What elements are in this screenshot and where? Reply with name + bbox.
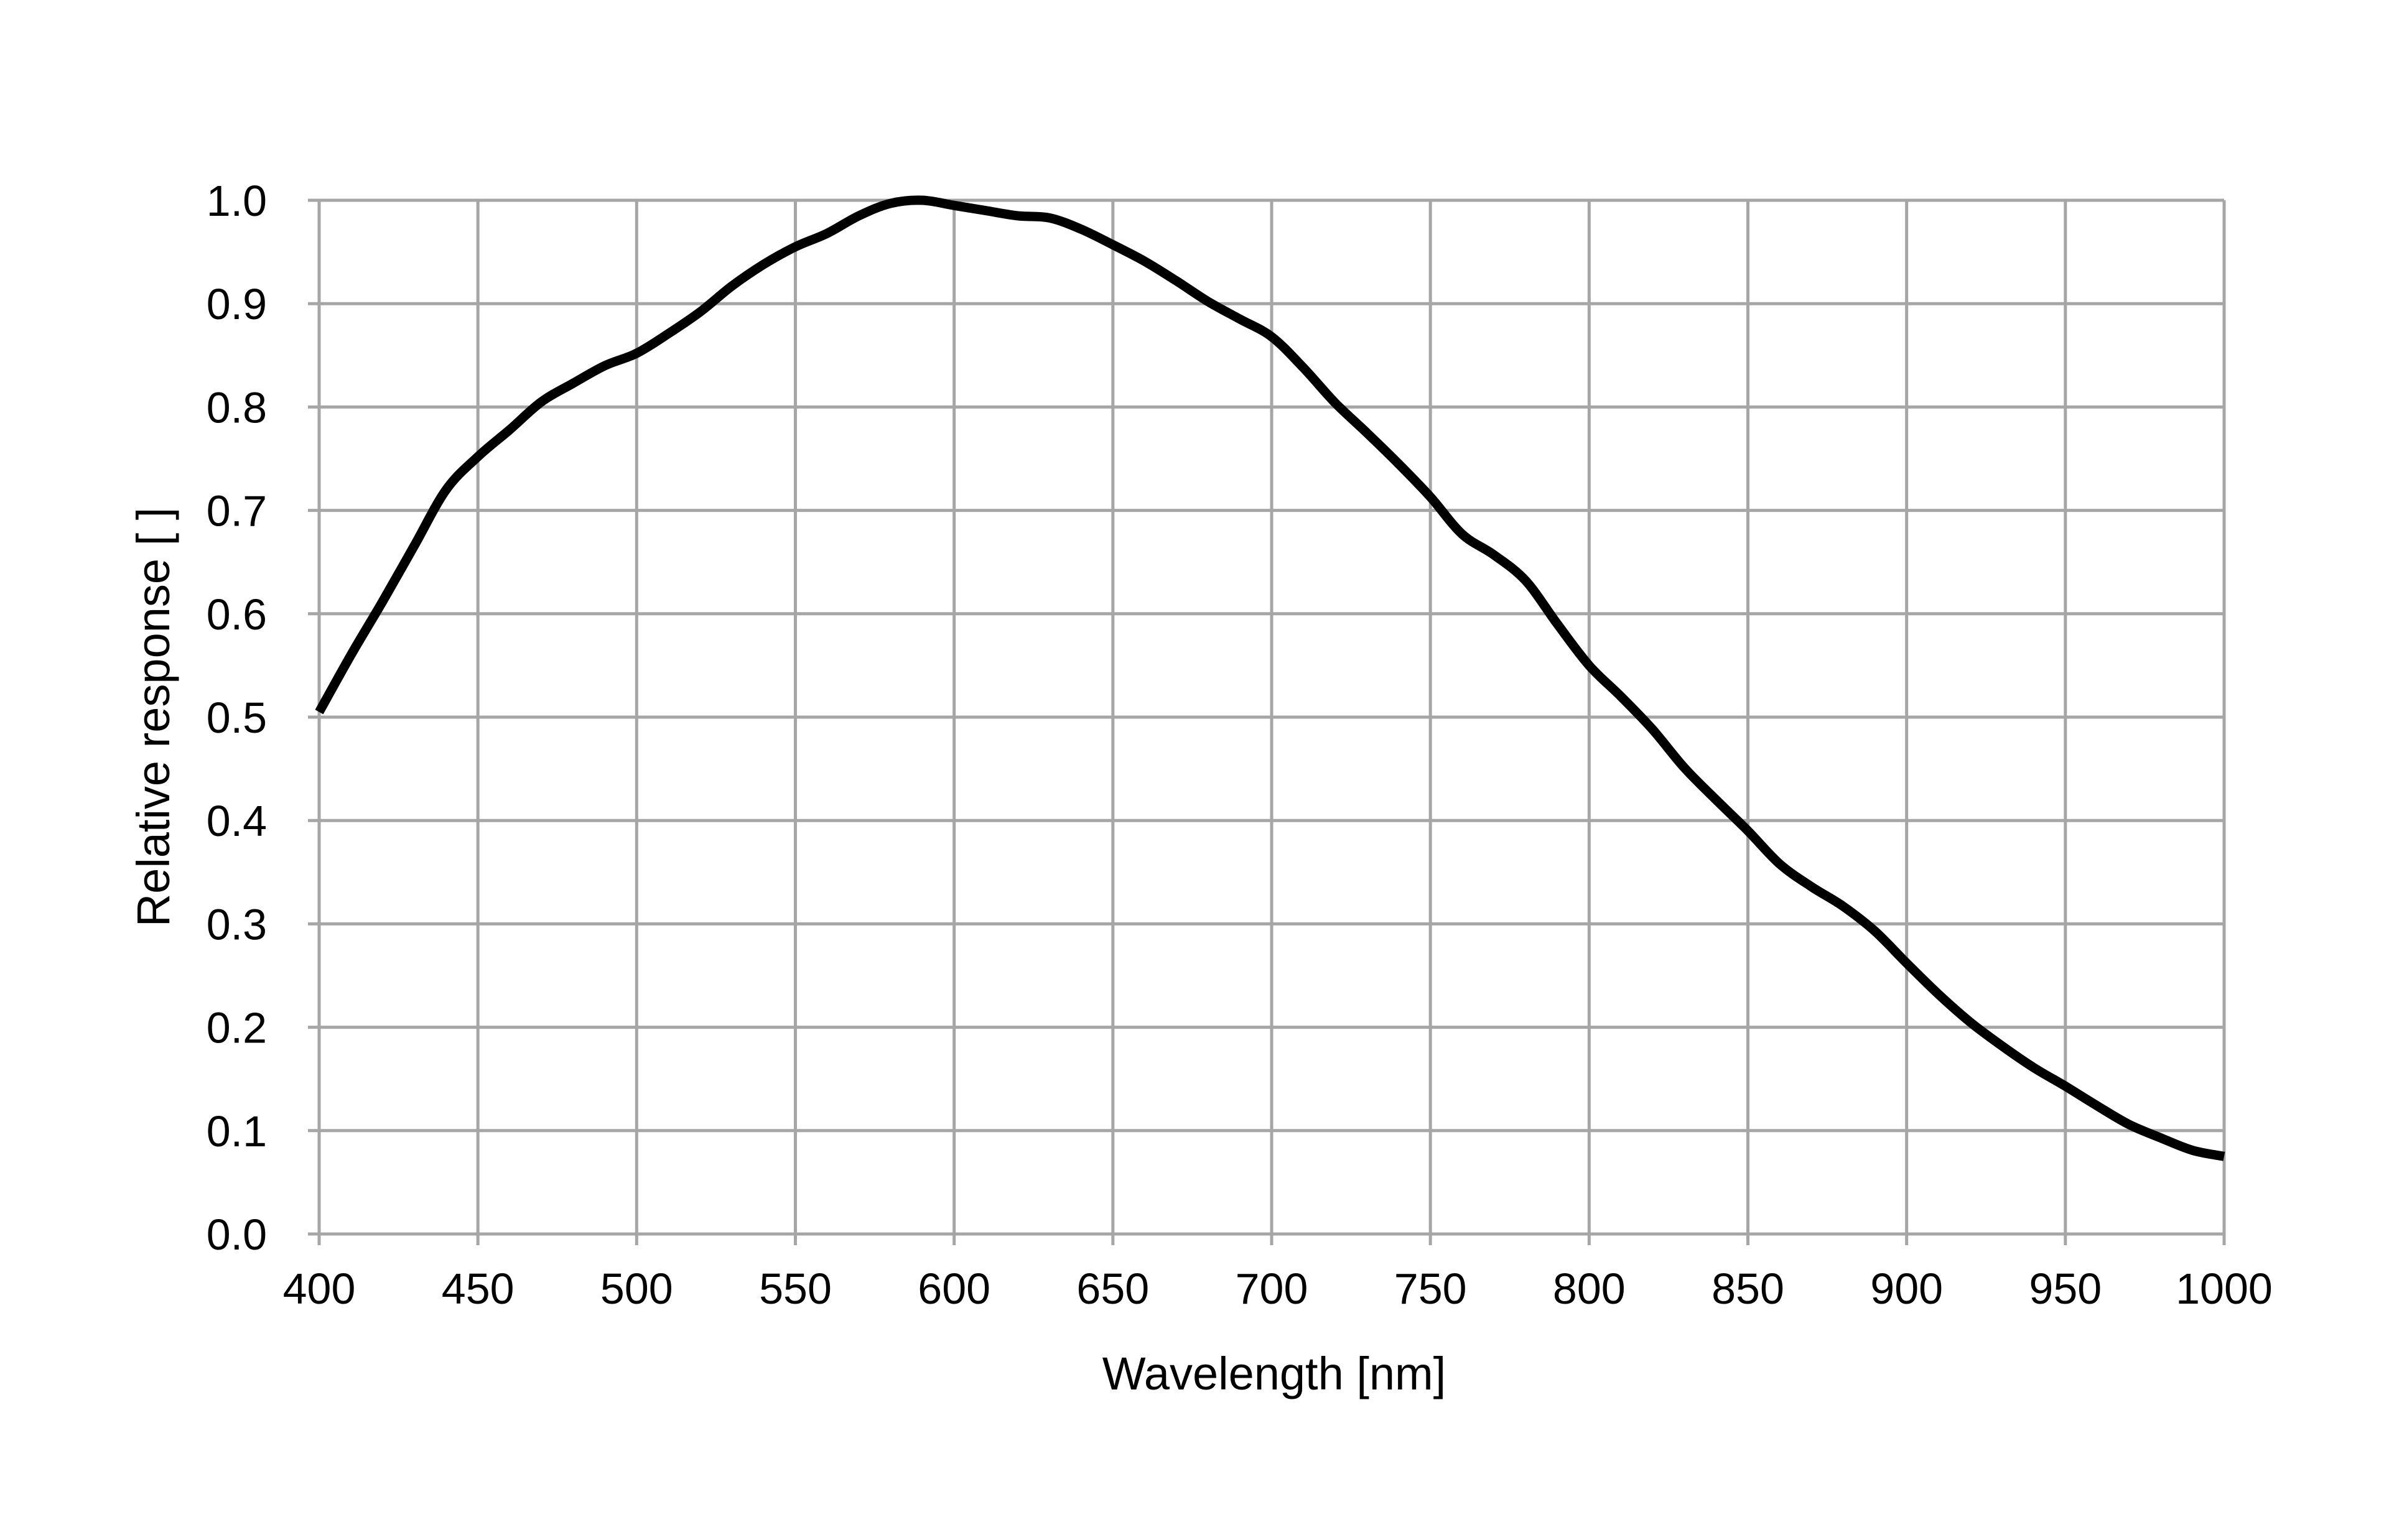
plot-area [315,195,2225,1161]
series-line [315,195,2225,1161]
x-axis-ticks: 400 450 500 550 600 650 700 750 800 850 900 950 1000 [283,1264,2273,1313]
y-tick-label: 1.0 [207,177,267,225]
x-tick-label: 600 [918,1264,990,1313]
x-axis-title: Wavelength [nm] [1102,1348,1446,1399]
y-tick-label: 0.7 [207,487,267,536]
x-tick-label: 800 [1553,1264,1626,1313]
x-tick-label: 850 [1711,1264,1784,1313]
y-tick-label: 0.2 [207,1004,267,1052]
x-tick-label: 500 [600,1264,673,1313]
y-tick-label: 0.4 [207,797,267,845]
y-axis-ticks: 0.0 0.1 0.2 0.3 0.4 0.5 0.6 0.7 0.8 0.9 1.0 [207,177,267,1259]
x-tick-label: 700 [1236,1264,1308,1313]
x-tick-label: 400 [283,1264,356,1313]
y-tick-label: 0.5 [207,693,267,742]
y-tick-label: 0.9 [207,280,267,328]
y-tick-label: 0.8 [207,383,267,432]
x-tick-label: 650 [1076,1264,1149,1313]
x-tick-label: 900 [1870,1264,1943,1313]
y-tick-label: 0.6 [207,590,267,639]
x-tick-label: 450 [442,1264,515,1313]
y-tick-label: 0.1 [207,1107,267,1156]
grid [308,198,2226,1245]
x-tick-label: 750 [1394,1264,1467,1313]
x-tick-label: 1000 [2176,1264,2273,1313]
x-tick-label: 550 [759,1264,832,1313]
y-axis-title: Relative response [ ] [128,508,179,927]
y-tick-label: 0.0 [207,1210,267,1259]
y-tick-label: 0.3 [207,900,267,949]
x-tick-label: 950 [2029,1264,2102,1313]
